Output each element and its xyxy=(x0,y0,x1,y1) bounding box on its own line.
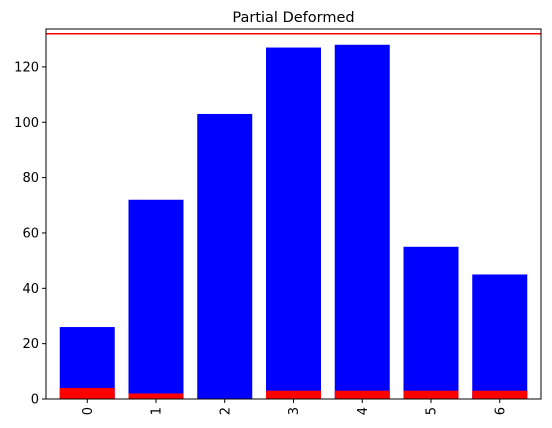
y-tick-label: 120 xyxy=(14,60,39,75)
x-tick-label: 4 xyxy=(356,407,371,415)
y-tick-label: 40 xyxy=(22,282,39,297)
bar-series0-5 xyxy=(403,246,459,399)
bar-series0-6 xyxy=(472,274,528,399)
y-tick-label: 80 xyxy=(22,171,39,186)
x-tick-label: 3 xyxy=(287,407,302,415)
y-tick-label: 60 xyxy=(22,226,39,241)
bar-series1-6 xyxy=(472,390,528,399)
x-tick-label: 5 xyxy=(425,407,440,415)
bar-series1-3 xyxy=(266,390,321,399)
bar-series1-5 xyxy=(403,390,459,399)
x-tick-label: 0 xyxy=(81,407,96,415)
bar-series1-0 xyxy=(59,387,115,399)
bar-series0-2 xyxy=(197,113,253,400)
y-tick-label: 100 xyxy=(14,116,39,131)
x-tick-label: 2 xyxy=(218,407,233,415)
plot-area xyxy=(46,32,541,400)
x-tick-label: 1 xyxy=(150,407,165,415)
bar-series0-0 xyxy=(59,327,115,399)
bar-series1-4 xyxy=(334,390,390,399)
y-tick-label: 20 xyxy=(22,337,39,352)
axes: 0 20 40 60 80 100 120 0 1 2 3 4 5 6 xyxy=(14,60,508,415)
bar-series0-4 xyxy=(334,44,390,400)
chart-title: Partial Deformed xyxy=(232,10,354,26)
bar-series1-1 xyxy=(128,393,184,399)
bar-series0-1 xyxy=(128,199,184,399)
y-tick-label: 0 xyxy=(31,393,39,408)
bar-series0-3 xyxy=(266,47,321,399)
x-tick-label: 6 xyxy=(493,407,508,415)
